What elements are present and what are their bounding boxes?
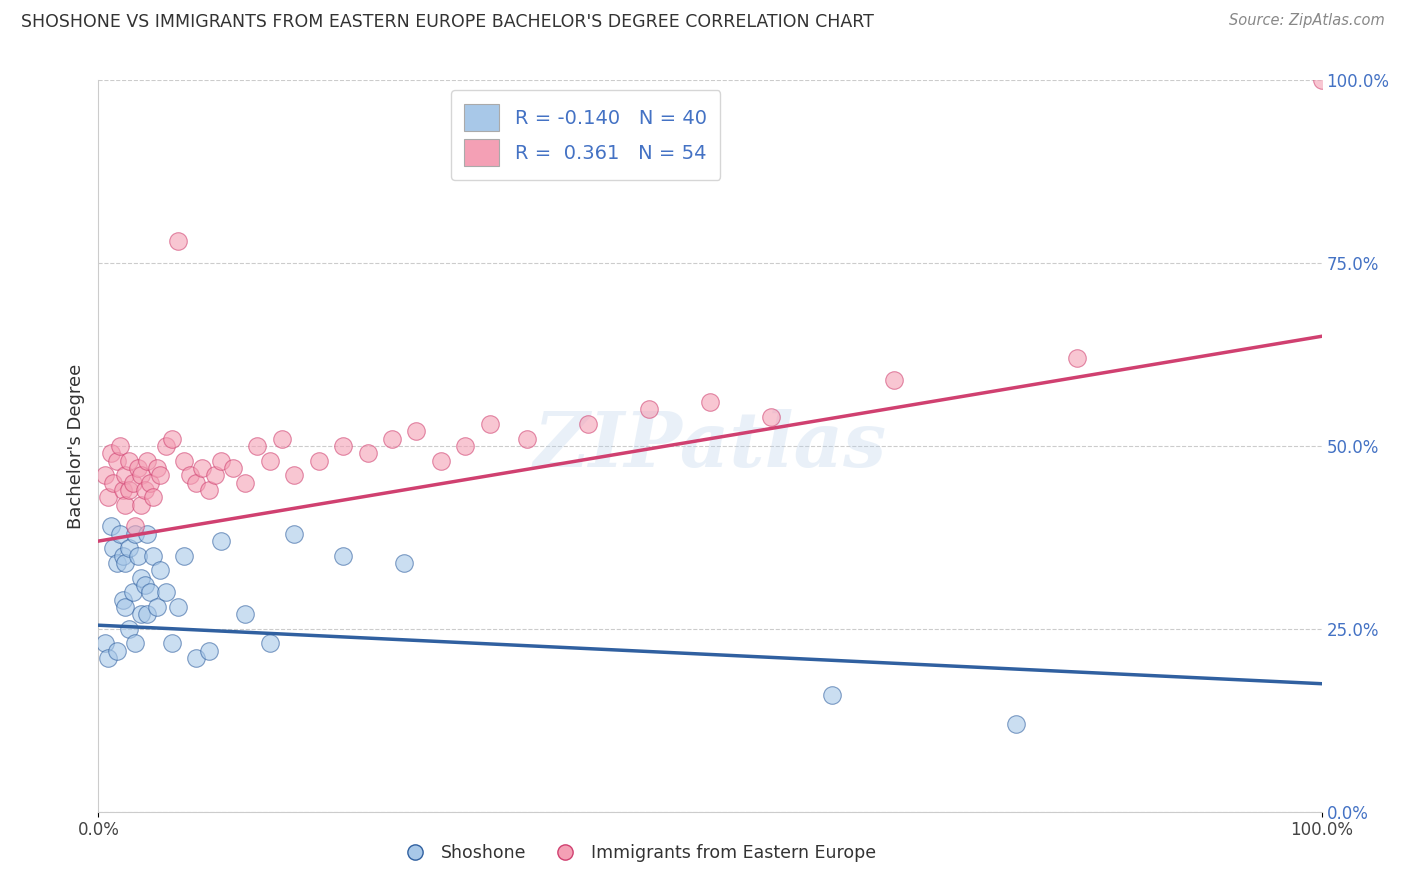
- Point: [136, 526, 159, 541]
- Point: [100, 519, 122, 533]
- Point: [127, 461, 149, 475]
- Point: [129, 498, 152, 512]
- Point: [197, 644, 219, 658]
- Point: [478, 417, 501, 431]
- Point: [160, 636, 183, 650]
- Point: [186, 651, 208, 665]
- Point: [222, 461, 245, 475]
- Point: [454, 439, 477, 453]
- Point: [93, 468, 115, 483]
- Point: [118, 483, 141, 497]
- Point: [97, 651, 120, 665]
- Point: [155, 439, 177, 453]
- Point: [118, 453, 141, 467]
- Point: [121, 475, 143, 490]
- Point: [136, 607, 159, 622]
- Point: [430, 453, 453, 467]
- Point: [332, 549, 354, 563]
- Point: [308, 453, 330, 467]
- Point: [111, 549, 134, 563]
- Point: [638, 402, 661, 417]
- Point: [191, 461, 214, 475]
- Text: SHOSHONE VS IMMIGRANTS FROM EASTERN EUROPE BACHELOR'S DEGREE CORRELATION CHART: SHOSHONE VS IMMIGRANTS FROM EASTERN EURO…: [21, 13, 875, 31]
- Point: [259, 636, 281, 650]
- Point: [149, 563, 172, 577]
- Point: [105, 556, 128, 570]
- Point: [101, 475, 124, 490]
- Legend: Shoshone, Immigrants from Eastern Europe: Shoshone, Immigrants from Eastern Europe: [391, 837, 883, 869]
- Point: [576, 417, 599, 431]
- Point: [259, 453, 281, 467]
- Point: [136, 453, 159, 467]
- Point: [179, 468, 201, 483]
- Point: [100, 446, 122, 460]
- Point: [233, 607, 256, 622]
- Point: [405, 425, 427, 439]
- Point: [186, 475, 208, 490]
- Point: [356, 446, 378, 460]
- Y-axis label: Bachelor's Degree: Bachelor's Degree: [66, 363, 84, 529]
- Point: [114, 556, 136, 570]
- Point: [155, 585, 177, 599]
- Point: [1066, 351, 1088, 366]
- Point: [167, 599, 190, 614]
- Point: [93, 636, 115, 650]
- Point: [139, 585, 162, 599]
- Point: [105, 644, 128, 658]
- Point: [97, 490, 120, 504]
- Point: [160, 432, 183, 446]
- Point: [270, 432, 294, 446]
- Point: [699, 395, 721, 409]
- Point: [197, 483, 219, 497]
- Text: ZIPatlas: ZIPatlas: [533, 409, 887, 483]
- Point: [114, 468, 136, 483]
- Point: [146, 461, 169, 475]
- Text: Source: ZipAtlas.com: Source: ZipAtlas.com: [1229, 13, 1385, 29]
- Point: [129, 468, 152, 483]
- Point: [821, 688, 844, 702]
- Point: [209, 453, 232, 467]
- Point: [129, 607, 152, 622]
- Point: [139, 475, 162, 490]
- Point: [124, 636, 146, 650]
- Point: [118, 541, 141, 556]
- Point: [883, 373, 905, 387]
- Point: [124, 519, 146, 533]
- Point: [149, 468, 172, 483]
- Point: [142, 549, 165, 563]
- Point: [515, 432, 537, 446]
- Point: [129, 571, 152, 585]
- Point: [761, 409, 783, 424]
- Point: [127, 549, 149, 563]
- Point: [110, 526, 132, 541]
- Point: [246, 439, 269, 453]
- Point: [332, 439, 354, 453]
- Point: [114, 498, 136, 512]
- Point: [124, 526, 146, 541]
- Point: [142, 490, 165, 504]
- Point: [392, 556, 416, 570]
- Point: [101, 541, 124, 556]
- Point: [111, 483, 134, 497]
- Point: [114, 599, 136, 614]
- Point: [134, 578, 156, 592]
- Point: [1004, 717, 1026, 731]
- Point: [209, 534, 232, 549]
- Point: [134, 483, 156, 497]
- Point: [283, 468, 305, 483]
- Point: [233, 475, 256, 490]
- Point: [146, 599, 169, 614]
- Point: [173, 453, 195, 467]
- Point: [110, 439, 132, 453]
- Point: [173, 549, 195, 563]
- Point: [121, 585, 143, 599]
- Point: [1310, 73, 1333, 87]
- Point: [167, 234, 190, 248]
- Point: [381, 432, 404, 446]
- Point: [283, 526, 305, 541]
- Point: [105, 453, 128, 467]
- Point: [204, 468, 226, 483]
- Point: [111, 592, 134, 607]
- Point: [118, 622, 141, 636]
